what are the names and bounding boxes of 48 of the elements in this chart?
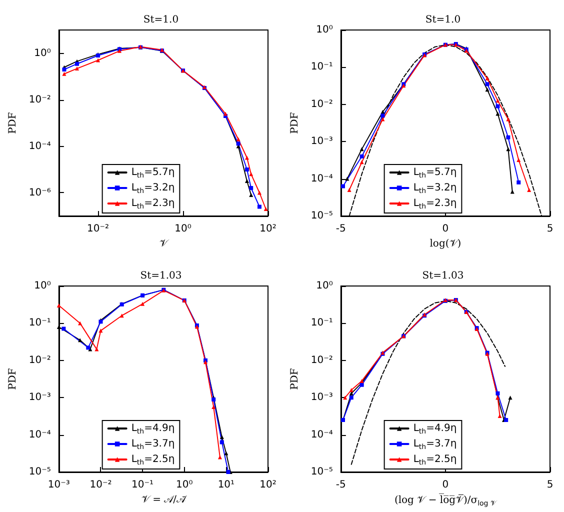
y-tick-label: 10⁻¹ — [310, 318, 333, 329]
y-tick-label: 10⁰ — [34, 280, 51, 292]
y-tick-label: 10⁻⁵ — [310, 466, 333, 478]
y-tick-label: 10⁻⁶ — [28, 187, 51, 198]
y-tick-label: 10⁻² — [28, 94, 51, 106]
y-tick-label: 10⁻⁵ — [28, 466, 51, 478]
x-tick-label: -5 — [336, 480, 346, 490]
y-tick-label: 10⁻¹ — [310, 62, 333, 73]
x-tick-label: 0 — [442, 224, 449, 234]
y-tick-label: 10⁻¹ — [28, 318, 51, 329]
x-axis-title: 𝒱 = 𝒜/𝒜̄ — [141, 494, 188, 506]
x-tick-label: 10⁻¹ — [132, 480, 154, 490]
y-tick-label: 10⁻² — [310, 354, 333, 366]
y-tick-label: 10⁻³ — [28, 392, 51, 404]
x-tick-label: 10⁻² — [90, 480, 112, 490]
x-tick-label: 10² — [260, 480, 276, 490]
x-tick-label: 10² — [260, 224, 276, 234]
y-tick-label: 10⁻⁴ — [310, 173, 333, 184]
x-tick-label: 5 — [546, 480, 554, 490]
y-tick-label: 10⁻² — [310, 98, 333, 110]
chart-title: St=1.0 — [143, 14, 179, 26]
chart-title: St=1.03 — [422, 270, 464, 282]
x-tick-label: 10⁰ — [174, 224, 192, 234]
y-tick-label: 10⁻⁴ — [310, 429, 333, 440]
chart-title: St=1.0 — [425, 14, 461, 26]
y-axis-title: PDF — [290, 112, 300, 134]
x-tick-label: 5 — [546, 224, 554, 234]
y-tick-label: 10⁰ — [316, 280, 333, 292]
x-tick-label: 10¹ — [218, 480, 235, 490]
y-tick-label: 10⁻⁵ — [310, 210, 333, 222]
chart-title: St=1.03 — [140, 270, 182, 282]
x-axis-title: 𝒱 — [159, 238, 170, 250]
y-axis-title: PDF — [8, 368, 18, 390]
y-tick-label: 10⁻⁴ — [28, 429, 51, 440]
x-tick-label: 10⁰ — [176, 480, 193, 490]
x-tick-label: 0 — [442, 480, 449, 490]
y-tick-label: 10⁻³ — [310, 392, 333, 404]
y-tick-label: 10⁻² — [28, 354, 51, 366]
y-tick-label: 10⁰ — [316, 24, 333, 36]
y-axis-title: PDF — [8, 112, 18, 134]
x-tick-label: -5 — [336, 224, 346, 234]
x-tick-label: 10⁻² — [87, 224, 110, 234]
y-tick-label: 10⁻⁴ — [28, 140, 51, 152]
y-tick-label: 10⁰ — [34, 48, 51, 59]
x-axis-title: log(𝒱) — [430, 238, 462, 250]
y-axis-title: PDF — [290, 368, 300, 390]
y-tick-label: 10⁻³ — [310, 136, 333, 148]
x-tick-label: 10⁻³ — [48, 480, 70, 490]
